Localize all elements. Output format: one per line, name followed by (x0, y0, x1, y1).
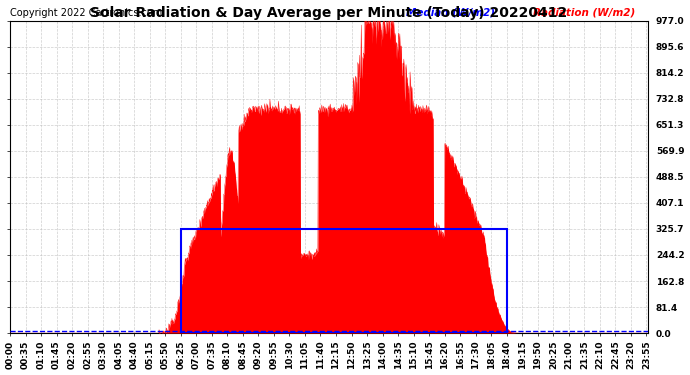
Title: Solar Radiation & Day Average per Minute (Today) 20220412: Solar Radiation & Day Average per Minute… (90, 6, 568, 20)
Bar (181, 229, 506, 333)
Text: Radiation (W/m2): Radiation (W/m2) (533, 8, 635, 18)
Text: Copyright 2022 Cartronics.com: Copyright 2022 Cartronics.com (10, 8, 162, 18)
Text: Median (W/m2): Median (W/m2) (406, 8, 495, 18)
